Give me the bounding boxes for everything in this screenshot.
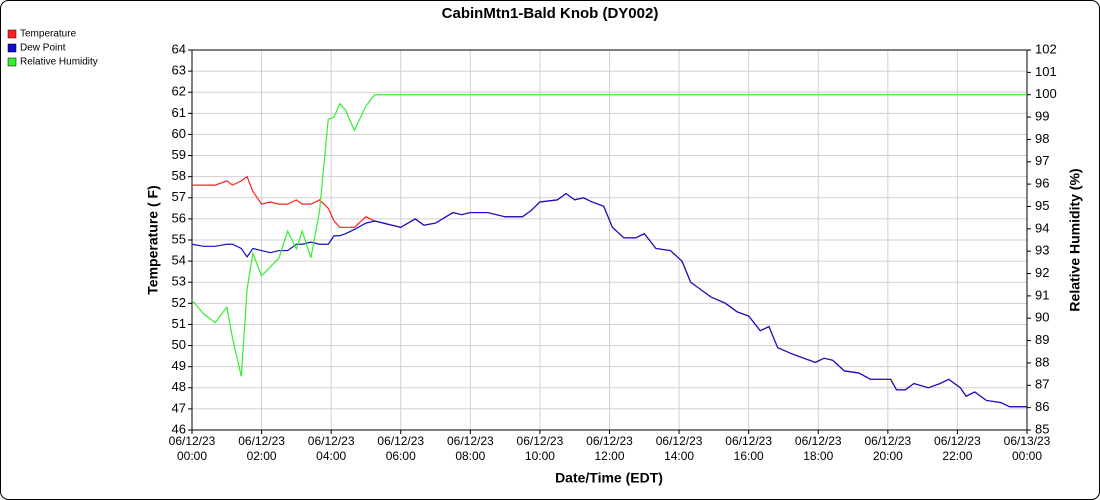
x-tick-label: 06/12/23 14:00 [656,434,703,463]
legend-swatch [7,43,17,53]
legend-label: Dew Point [20,43,66,54]
y-tick-label: 47 [172,400,186,415]
y-tick-label: 57 [172,189,186,204]
y-axis-label: Temperature ( F) [145,185,161,294]
y-tick-label: 54 [172,253,186,268]
y2-tick-label: 94 [1035,220,1049,235]
y2-tick-label: 97 [1035,153,1049,168]
chart-title: CabinMtn1-Bald Knob (DY002) [442,5,659,22]
legend-swatch [7,29,17,39]
x-tick-label: 06/12/23 22:00 [934,434,981,463]
y-tick-label: 55 [172,231,186,246]
y-tick-label: 64 [172,41,186,56]
y-tick-label: 50 [172,337,186,352]
y-tick-label: 58 [172,168,186,183]
y2-tick-label: 99 [1035,108,1049,123]
y2-tick-label: 90 [1035,310,1049,325]
legend-label: Temperature [20,29,77,40]
y2-tick-label: 93 [1035,243,1049,258]
y2-tick-label: 100 [1035,86,1057,101]
y2-tick-label: 89 [1035,332,1049,347]
y2-tick-label: 92 [1035,265,1049,280]
y-tick-label: 51 [172,316,186,331]
y-tick-label: 53 [172,274,186,289]
x-tick-label: 06/12/23 18:00 [795,434,842,463]
x-tick-label: 06/12/23 16:00 [725,434,772,463]
y-tick-label: 56 [172,210,186,225]
data-line [191,192,1027,408]
y2-tick-label: 95 [1035,198,1049,213]
y2-tick-label: 86 [1035,399,1049,414]
y2-tick-label: 85 [1035,421,1049,436]
y-tick-label: 60 [172,126,186,141]
y-tick-label: 62 [172,84,186,99]
y-tick-label: 52 [172,295,186,310]
y-tick-label: 46 [172,421,186,436]
x-axis-label: Date/Time (EDT) [555,470,663,486]
y-tick-label: 49 [172,358,186,373]
y-tick-label: 63 [172,63,186,78]
y2-tick-label: 96 [1035,176,1049,191]
y2-tick-label: 98 [1035,131,1049,146]
y-tick-label: 61 [172,105,186,120]
x-tick-label: 06/12/23 10:00 [517,434,564,463]
x-tick-label: 06/12/23 08:00 [447,434,494,463]
y2-tick-label: 88 [1035,354,1049,369]
y2-tick-label: 101 [1035,64,1057,79]
x-tick-label: 06/12/23 20:00 [864,434,911,463]
y2-tick-label: 91 [1035,287,1049,302]
plot-border [191,49,1028,431]
x-tick-label: 06/12/23 12:00 [586,434,633,463]
x-tick-label: 06/12/23 06:00 [377,434,424,463]
y2-axis-label: Relative Humidity (%) [1067,168,1083,311]
x-tick-label: 06/12/23 04:00 [308,434,355,463]
x-tick-label: 06/12/23 02:00 [238,434,285,463]
legend-label: Relative Humidity [20,57,98,68]
x-tick-label: 06/13/23 00:00 [1004,434,1051,463]
x-tick-label: 06/12/23 00:00 [169,434,216,463]
legend-swatch [7,57,17,67]
y2-tick-label: 87 [1035,377,1049,392]
y2-tick-label: 102 [1035,41,1057,56]
y-tick-label: 59 [172,147,186,162]
data-line [191,94,1027,377]
y-tick-label: 48 [172,379,186,394]
